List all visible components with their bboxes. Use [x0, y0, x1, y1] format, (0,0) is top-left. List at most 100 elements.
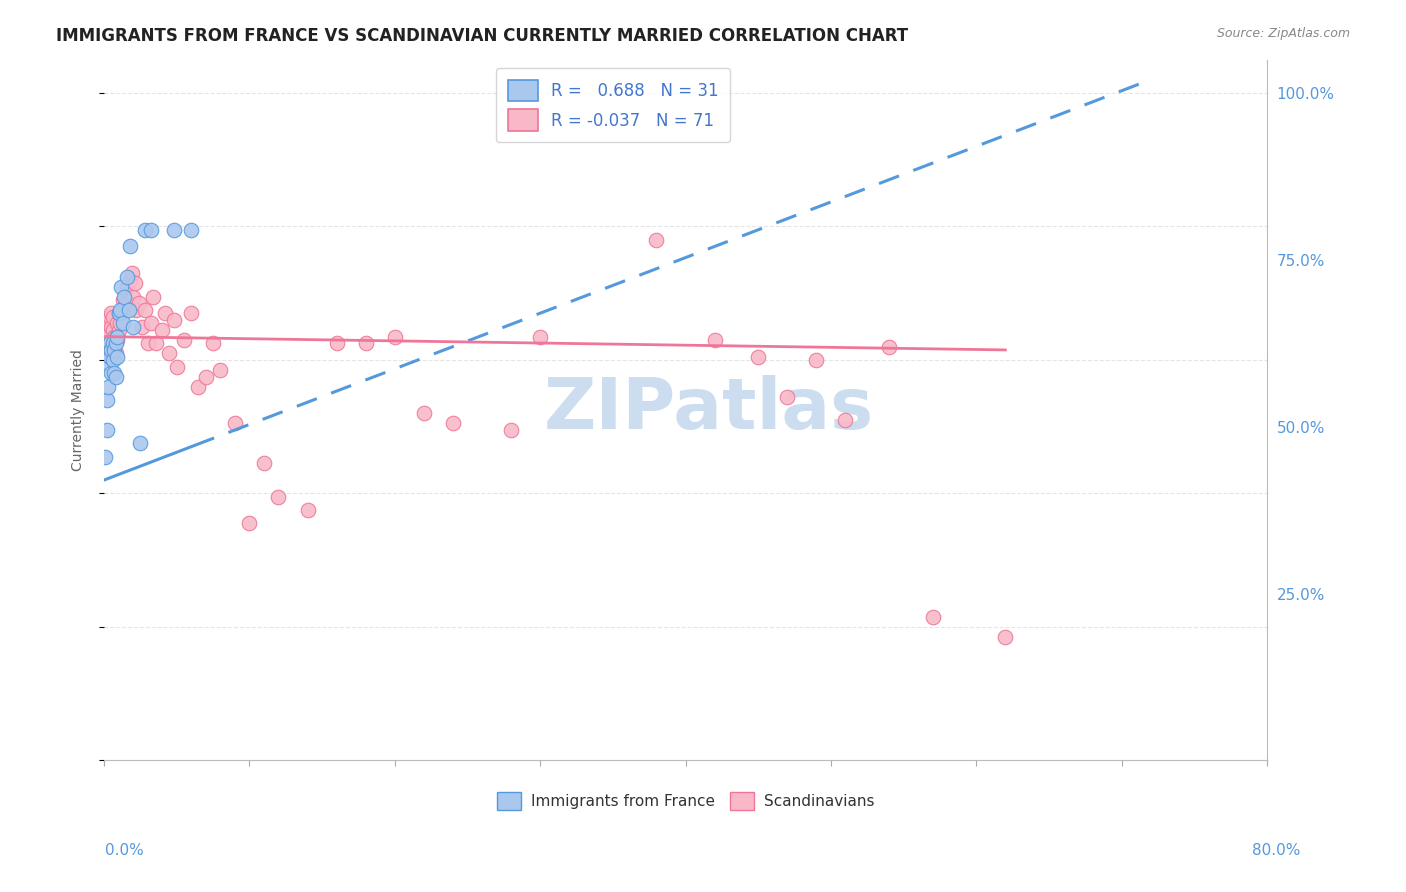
Point — [107, 323, 129, 337]
Point — [117, 279, 139, 293]
Point — [103, 340, 125, 354]
Point — [103, 343, 125, 357]
Point — [101, 323, 124, 337]
Point — [111, 316, 134, 330]
Point — [325, 336, 347, 351]
Point — [173, 333, 195, 347]
Point — [105, 350, 128, 364]
Point — [384, 329, 406, 343]
Point — [98, 326, 121, 341]
Point — [96, 392, 118, 407]
Point — [94, 326, 117, 341]
Point — [112, 302, 135, 317]
Point — [118, 302, 141, 317]
Point — [96, 319, 118, 334]
Point — [97, 313, 120, 327]
Point — [224, 417, 246, 431]
Point — [499, 423, 522, 437]
Point — [194, 369, 217, 384]
Point — [104, 336, 127, 351]
Point — [994, 630, 1017, 644]
Point — [645, 233, 668, 247]
Point — [118, 296, 141, 310]
Text: ZIPatlas: ZIPatlas — [544, 376, 875, 444]
Point — [202, 336, 225, 351]
Point — [104, 329, 127, 343]
Text: 0.0%: 0.0% — [105, 843, 145, 858]
Point — [97, 356, 120, 370]
Point — [163, 313, 186, 327]
Point — [108, 302, 131, 317]
Point — [105, 333, 128, 347]
Point — [101, 336, 124, 351]
Point — [267, 490, 290, 504]
Point — [122, 289, 145, 303]
Point — [747, 350, 769, 364]
Point — [153, 306, 176, 320]
Point — [180, 223, 202, 237]
Point — [776, 390, 799, 404]
Point — [877, 340, 900, 354]
Point — [122, 319, 145, 334]
Point — [120, 239, 142, 253]
Point — [108, 316, 131, 330]
Point — [98, 310, 121, 324]
Point — [101, 310, 124, 324]
Point — [94, 340, 117, 354]
Point — [209, 363, 232, 377]
Point — [136, 336, 159, 351]
Point — [163, 223, 186, 237]
Point — [121, 266, 143, 280]
Point — [96, 423, 118, 437]
Point — [238, 516, 260, 531]
Point — [101, 353, 124, 368]
Point — [166, 359, 188, 374]
Point — [107, 306, 129, 320]
Point — [297, 503, 319, 517]
Legend: Immigrants from France, Scandinavians: Immigrants from France, Scandinavians — [491, 786, 880, 816]
Point — [441, 417, 464, 431]
Point — [98, 336, 121, 351]
Point — [100, 319, 122, 334]
Point — [105, 316, 128, 330]
Point — [129, 436, 152, 450]
Point — [131, 319, 153, 334]
Point — [134, 302, 156, 317]
Point — [114, 296, 136, 310]
Point — [157, 346, 180, 360]
Point — [105, 329, 128, 343]
Point — [100, 343, 122, 357]
Point — [120, 273, 142, 287]
Point — [412, 406, 434, 420]
Point — [125, 302, 148, 317]
Point — [97, 329, 120, 343]
Point — [180, 306, 202, 320]
Point — [134, 223, 156, 237]
Point — [112, 289, 135, 303]
Point — [96, 343, 118, 357]
Point — [100, 366, 122, 380]
Point — [104, 369, 127, 384]
Point — [103, 366, 125, 380]
Point — [142, 289, 165, 303]
Text: IMMIGRANTS FROM FRANCE VS SCANDINAVIAN CURRENTLY MARRIED CORRELATION CHART: IMMIGRANTS FROM FRANCE VS SCANDINAVIAN C… — [56, 27, 908, 45]
Point — [104, 346, 127, 360]
Point — [124, 276, 146, 290]
Point — [703, 333, 725, 347]
Point — [145, 336, 167, 351]
Point — [111, 293, 134, 307]
Y-axis label: Currently Married: Currently Married — [72, 349, 86, 471]
Point — [117, 269, 139, 284]
Point — [94, 450, 117, 464]
Point — [98, 350, 121, 364]
Text: 80.0%: 80.0% — [1253, 843, 1301, 858]
Point — [150, 323, 173, 337]
Point — [110, 279, 132, 293]
Point — [107, 306, 129, 320]
Point — [354, 336, 377, 351]
Point — [253, 456, 276, 470]
Point — [921, 610, 943, 624]
Point — [110, 306, 132, 320]
Point — [128, 296, 150, 310]
Text: Source: ZipAtlas.com: Source: ZipAtlas.com — [1216, 27, 1350, 40]
